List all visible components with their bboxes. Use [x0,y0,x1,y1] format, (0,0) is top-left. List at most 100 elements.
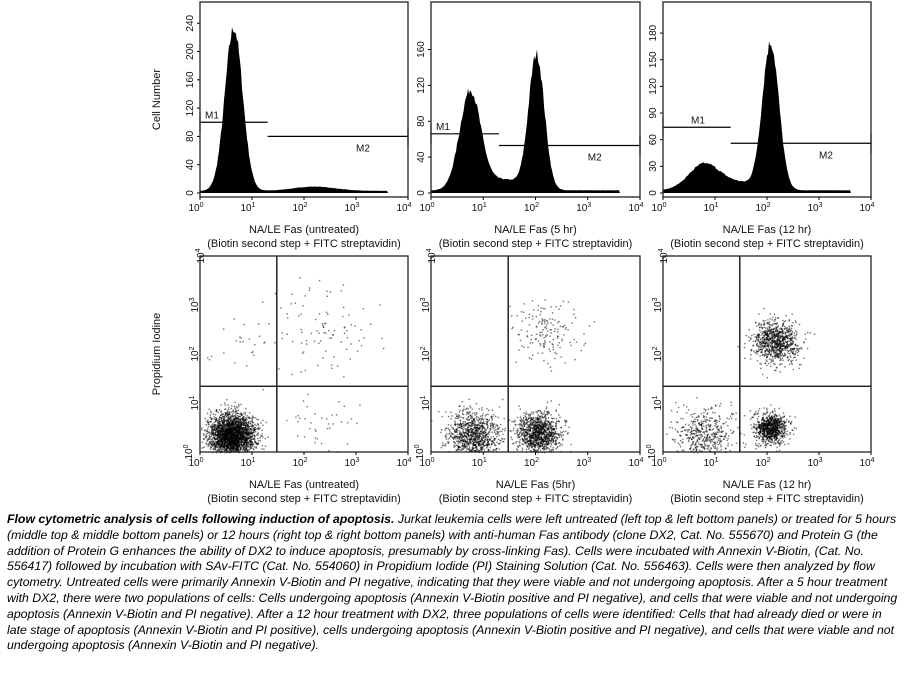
event-dot [224,429,226,432]
event-dot [477,424,479,426]
event-dot [547,432,549,434]
event-dot [254,440,256,443]
event-dot [554,429,556,431]
event-dot [244,450,246,452]
event-dot [335,414,338,416]
event-dot [480,444,482,446]
event-dot [544,440,546,442]
event-dot [214,433,217,435]
event-dot [464,431,467,433]
event-dot [492,424,494,426]
event-dot [225,412,227,414]
event-dot [223,424,226,426]
event-dot [570,344,572,347]
event-dot [486,421,488,424]
event-dot [231,434,233,437]
event-dot [224,447,226,450]
event-dot [541,318,543,320]
event-dot [203,434,205,436]
event-dot [330,364,333,366]
event-dot [467,432,469,434]
event-dot [552,348,554,351]
event-dot [236,418,238,420]
event-dot [548,348,550,350]
event-dot [480,415,482,417]
event-dot [242,430,244,432]
y-tick-label: 0 [648,190,659,196]
event-dot [480,440,482,442]
event-dot [222,429,225,432]
event-dot [308,289,311,291]
event-dot [511,420,513,423]
event-dot [222,431,224,433]
event-dot [236,412,238,415]
event-dot [454,436,456,439]
x-tick-label: 100 [188,457,203,469]
event-dot [251,416,253,419]
event-dot [219,425,222,427]
event-dot [534,424,536,426]
event-dot [327,423,330,425]
event-dot [540,442,542,444]
event-dot [227,414,229,416]
event-dot [254,428,256,431]
event-dot [245,436,247,438]
event-dot [454,417,457,419]
event-dot [544,299,546,301]
event-dot [489,428,491,430]
event-dot [476,450,479,452]
event-dot [473,441,475,443]
event-dot [547,428,549,430]
event-dot [234,427,237,429]
event-dot [238,415,241,418]
event-dot [524,429,527,431]
event-dot [246,435,248,438]
event-dot [248,417,251,419]
event-dot [485,434,488,436]
event-dot [481,432,484,434]
event-dot [516,448,518,450]
event-dot [261,433,263,435]
event-dot [461,433,463,435]
event-dot [469,405,471,407]
event-dot [214,436,216,438]
event-dot [255,434,258,436]
event-dot [236,424,239,426]
event-dot [487,440,489,443]
event-dot [226,444,229,446]
event-dot [243,437,245,440]
event-dot [217,434,219,436]
event-dot [700,413,703,415]
event-dot [313,340,316,342]
event-dot [478,432,480,434]
event-dot [584,342,587,344]
event-dot [456,423,459,425]
event-dot [534,449,536,452]
event-dot [205,434,207,437]
event-dot [236,447,238,449]
event-dot [243,443,245,446]
event-dot [482,432,485,435]
event-dot [326,290,328,292]
event-dot [462,436,464,438]
event-dot [453,444,455,446]
event-dot [220,430,222,433]
event-dot [208,443,210,446]
event-dot [523,435,525,437]
event-dot [456,433,459,436]
event-dot [261,429,263,431]
event-dot [466,438,469,441]
event-dot [292,340,294,343]
event-dot [551,448,554,451]
event-dot [518,333,520,336]
event-dot [466,423,469,425]
event-dot [242,445,245,448]
event-dot [350,418,353,420]
event-dot [438,411,440,413]
event-dot [469,414,472,416]
event-dot [533,309,535,311]
event-dot [233,420,236,422]
event-dot [241,414,244,417]
event-dot [523,311,525,313]
event-dot [528,316,530,319]
